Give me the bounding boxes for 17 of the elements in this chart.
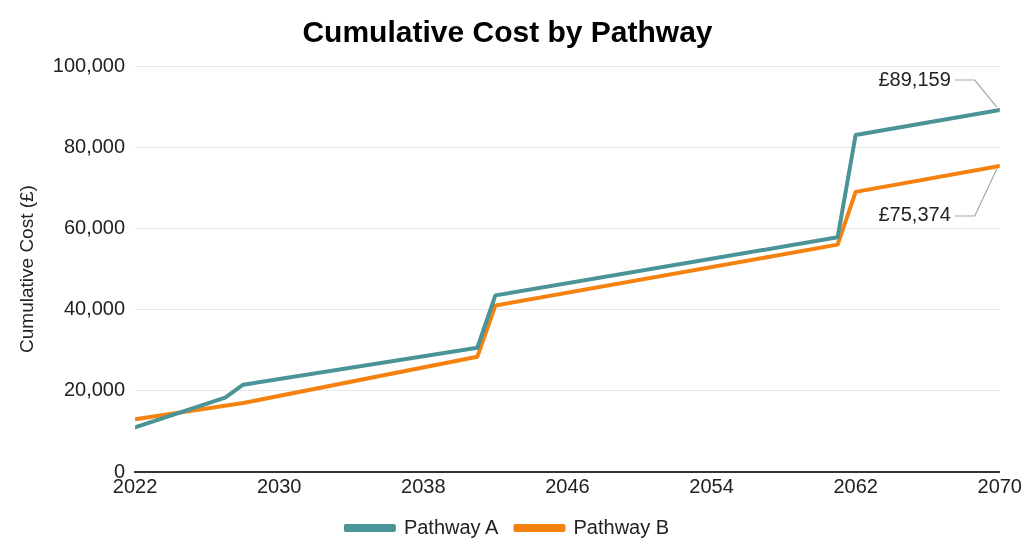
y-tick-label: 80,000 <box>63 134 126 157</box>
y-tick-label: 20,000 <box>63 378 126 401</box>
y-tick-label: 40,000 <box>63 297 126 320</box>
y-tick-label: 60,000 <box>63 215 126 238</box>
x-tick-label: 2038 <box>401 474 446 497</box>
chart-title: Cumulative Cost by Pathway <box>302 15 713 49</box>
x-tick-label: 2046 <box>545 474 590 497</box>
legend-label: Pathway B <box>573 515 670 538</box>
x-tick-label: 2070 <box>977 474 1022 497</box>
y-tick-label: 100,000 <box>52 53 126 76</box>
x-tick-label: 2062 <box>833 474 878 497</box>
annotation: £75,374 <box>878 203 951 226</box>
x-tick-label: 2030 <box>256 474 302 497</box>
y-axis-title: Cumulative Cost (£) <box>15 185 37 353</box>
x-tick-label: 2054 <box>689 474 734 497</box>
legend-label: Pathway A <box>403 515 500 538</box>
annotation: £89,159 <box>878 67 951 90</box>
